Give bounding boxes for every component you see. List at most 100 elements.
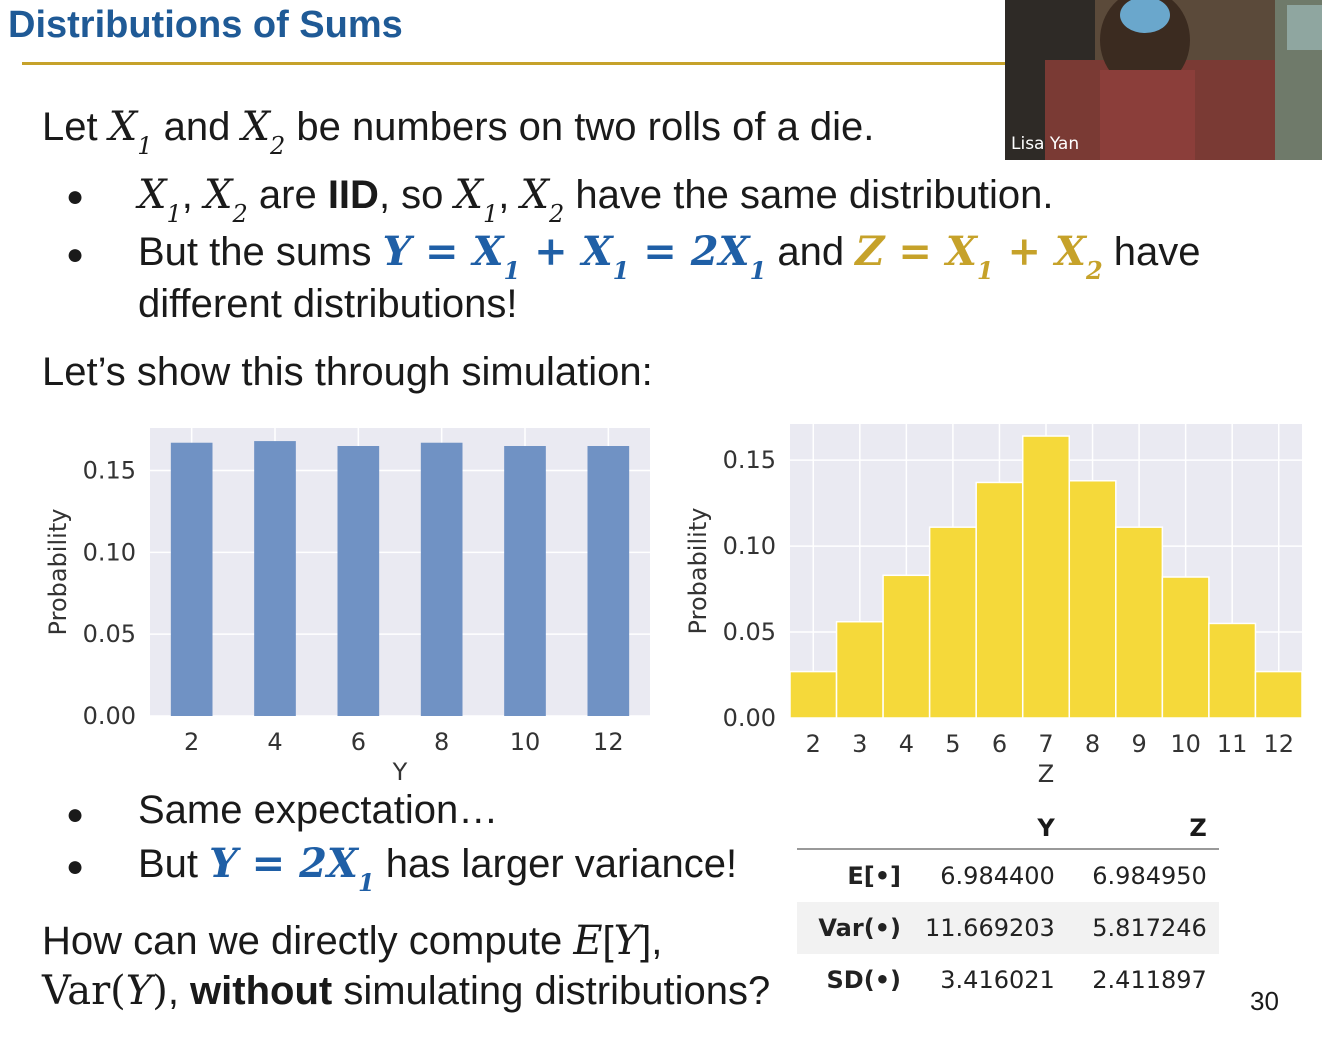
table-row: E[•] 6.984400 6.984950 bbox=[797, 849, 1219, 902]
table-cell: 2.411897 bbox=[1092, 966, 1207, 994]
x-axis-label: Y bbox=[392, 758, 408, 786]
x-tick-label: 9 bbox=[1131, 730, 1146, 758]
bar bbox=[1254, 670, 1303, 719]
x-tick-label: 8 bbox=[1085, 730, 1100, 758]
x-tick-label: 6 bbox=[351, 728, 366, 756]
bar bbox=[975, 481, 1024, 719]
bar bbox=[1208, 622, 1257, 719]
row-header: SD(•) bbox=[826, 966, 901, 994]
y-tick-label: 0.10 bbox=[723, 532, 776, 560]
page-number: 30 bbox=[1250, 986, 1279, 1016]
bar bbox=[1021, 435, 1071, 719]
bar bbox=[337, 446, 380, 716]
y-tick-label: 0.15 bbox=[723, 446, 776, 474]
x-tick-label: 2 bbox=[184, 728, 199, 756]
y-tick-label: 0.10 bbox=[83, 538, 136, 566]
intro-text: be numbers on two rolls of a die. bbox=[285, 105, 875, 149]
bullet-expectation: Same expectation… bbox=[138, 788, 499, 832]
x-tick-label: 2 bbox=[806, 730, 821, 758]
y-histogram-chart: 0.00 0.05 0.10 0.15 2 4 6 8 10 12 Y Probability bbox=[44, 428, 650, 786]
bar bbox=[1115, 526, 1164, 719]
table-cell: 6.984950 bbox=[1092, 862, 1207, 890]
intro-text: Let bbox=[42, 105, 109, 149]
y-formula: Y = X1 + X1 = 2X1 bbox=[382, 228, 767, 285]
bar bbox=[789, 670, 838, 719]
z-histogram-chart: 0.00 0.05 0.10 0.15 2 3 4 5 6 7 8 9 10 11 12 Z Probabili… bbox=[684, 424, 1303, 788]
question-text: , bbox=[651, 919, 663, 963]
x-tick-label: 11 bbox=[1217, 730, 1248, 758]
question-line-1: How can we directly compute E[Y], bbox=[42, 918, 663, 964]
bar bbox=[1068, 479, 1117, 719]
x-tick-label: 7 bbox=[1038, 730, 1053, 758]
bar bbox=[835, 620, 884, 719]
x-tick-label: 5 bbox=[945, 730, 960, 758]
x-tick-label: 8 bbox=[434, 728, 449, 756]
x-tick-label: 3 bbox=[852, 730, 867, 758]
bullet-dot: ● bbox=[66, 238, 85, 271]
speaker-video-image bbox=[1005, 0, 1322, 160]
question-line-2: Var(Y), without simulating distributions… bbox=[42, 968, 771, 1014]
bullet-text: has larger variance! bbox=[374, 842, 738, 886]
x-tick-label: 4 bbox=[899, 730, 914, 758]
title-rule bbox=[22, 62, 1007, 65]
y-tick-label: 0.00 bbox=[83, 702, 136, 730]
table-cell: 6.984400 bbox=[940, 862, 1055, 890]
bar bbox=[504, 446, 546, 716]
bullet-dot: ● bbox=[66, 180, 85, 213]
table-header-row: Y Z bbox=[797, 808, 1219, 849]
question-text: How can we directly compute bbox=[42, 919, 574, 963]
x-tick-label: 12 bbox=[593, 728, 624, 756]
bar bbox=[928, 526, 977, 719]
table-cell: 11.669203 bbox=[925, 914, 1055, 942]
bullet-text: have the same distribution. bbox=[564, 173, 1054, 217]
bar bbox=[420, 442, 463, 716]
y-axis-label: Probability bbox=[684, 508, 712, 635]
bullet-text: have bbox=[1102, 230, 1201, 274]
speaker-name: Lisa Yan bbox=[1011, 134, 1080, 154]
stats-table: Y Z E[•] 6.984400 6.984950 Var(•) 11.669… bbox=[797, 808, 1219, 1006]
y-tick-label: 0.05 bbox=[723, 618, 776, 646]
bullet-dot: ● bbox=[66, 798, 85, 831]
bullet-text: and bbox=[766, 230, 856, 274]
table-header bbox=[797, 808, 913, 849]
bullet-sums: But the sums Y = X1 + X1 = 2X1 and Z = X… bbox=[138, 228, 1201, 285]
x-tick-label: 10 bbox=[510, 728, 541, 756]
table-header: Z bbox=[1189, 814, 1207, 842]
bullet-variance: But Y = 2X1 has larger variance! bbox=[138, 840, 738, 897]
question-text: , bbox=[167, 969, 191, 1013]
bullet-text: But bbox=[138, 842, 210, 886]
bullet-sums-cont: different distributions! bbox=[138, 282, 518, 326]
bullet-dot: ● bbox=[66, 850, 85, 883]
simulation-line: Let’s show this through simulation: bbox=[42, 350, 653, 394]
y-tick-label: 0.15 bbox=[83, 457, 136, 485]
x-axis-label: Z bbox=[1038, 760, 1054, 788]
bar bbox=[1161, 576, 1210, 719]
bar bbox=[587, 446, 630, 716]
video-feed[interactable]: Lisa Yan bbox=[1005, 0, 1322, 160]
table-row: Var(•) 11.669203 5.817246 bbox=[797, 902, 1219, 954]
y-tick-label: 0.00 bbox=[723, 704, 776, 732]
slide-title: Distributions of Sums bbox=[8, 4, 403, 46]
z-formula: Z = X1 + X2 bbox=[855, 228, 1103, 285]
iid-text: IID bbox=[327, 173, 379, 217]
row-header: Var(•) bbox=[818, 914, 901, 942]
x-tick-label: 6 bbox=[992, 730, 1007, 758]
x-tick-label: 4 bbox=[267, 728, 282, 756]
bar bbox=[170, 442, 213, 716]
plot-area bbox=[150, 428, 650, 716]
table-cell: 3.416021 bbox=[940, 966, 1055, 994]
bullet-text: But the sums bbox=[138, 230, 383, 274]
y-tick-label: 0.05 bbox=[83, 620, 136, 648]
table-row: SD(•) 3.416021 2.411897 bbox=[797, 954, 1219, 1006]
y-formula-short: Y = 2X1 bbox=[209, 840, 375, 897]
x-tick-label: 12 bbox=[1263, 730, 1294, 758]
table-cell: 5.817246 bbox=[1092, 914, 1207, 942]
bullet-text: are bbox=[247, 173, 328, 217]
bar bbox=[254, 441, 296, 716]
intro-text: and bbox=[152, 105, 242, 149]
x-tick-label: 10 bbox=[1170, 730, 1201, 758]
table-header: Y bbox=[1037, 814, 1055, 842]
bar bbox=[882, 574, 931, 719]
intro-line: Let X1 and X2 be numbers on two rolls of… bbox=[42, 104, 875, 160]
question-text: simulating distributions? bbox=[332, 969, 771, 1013]
